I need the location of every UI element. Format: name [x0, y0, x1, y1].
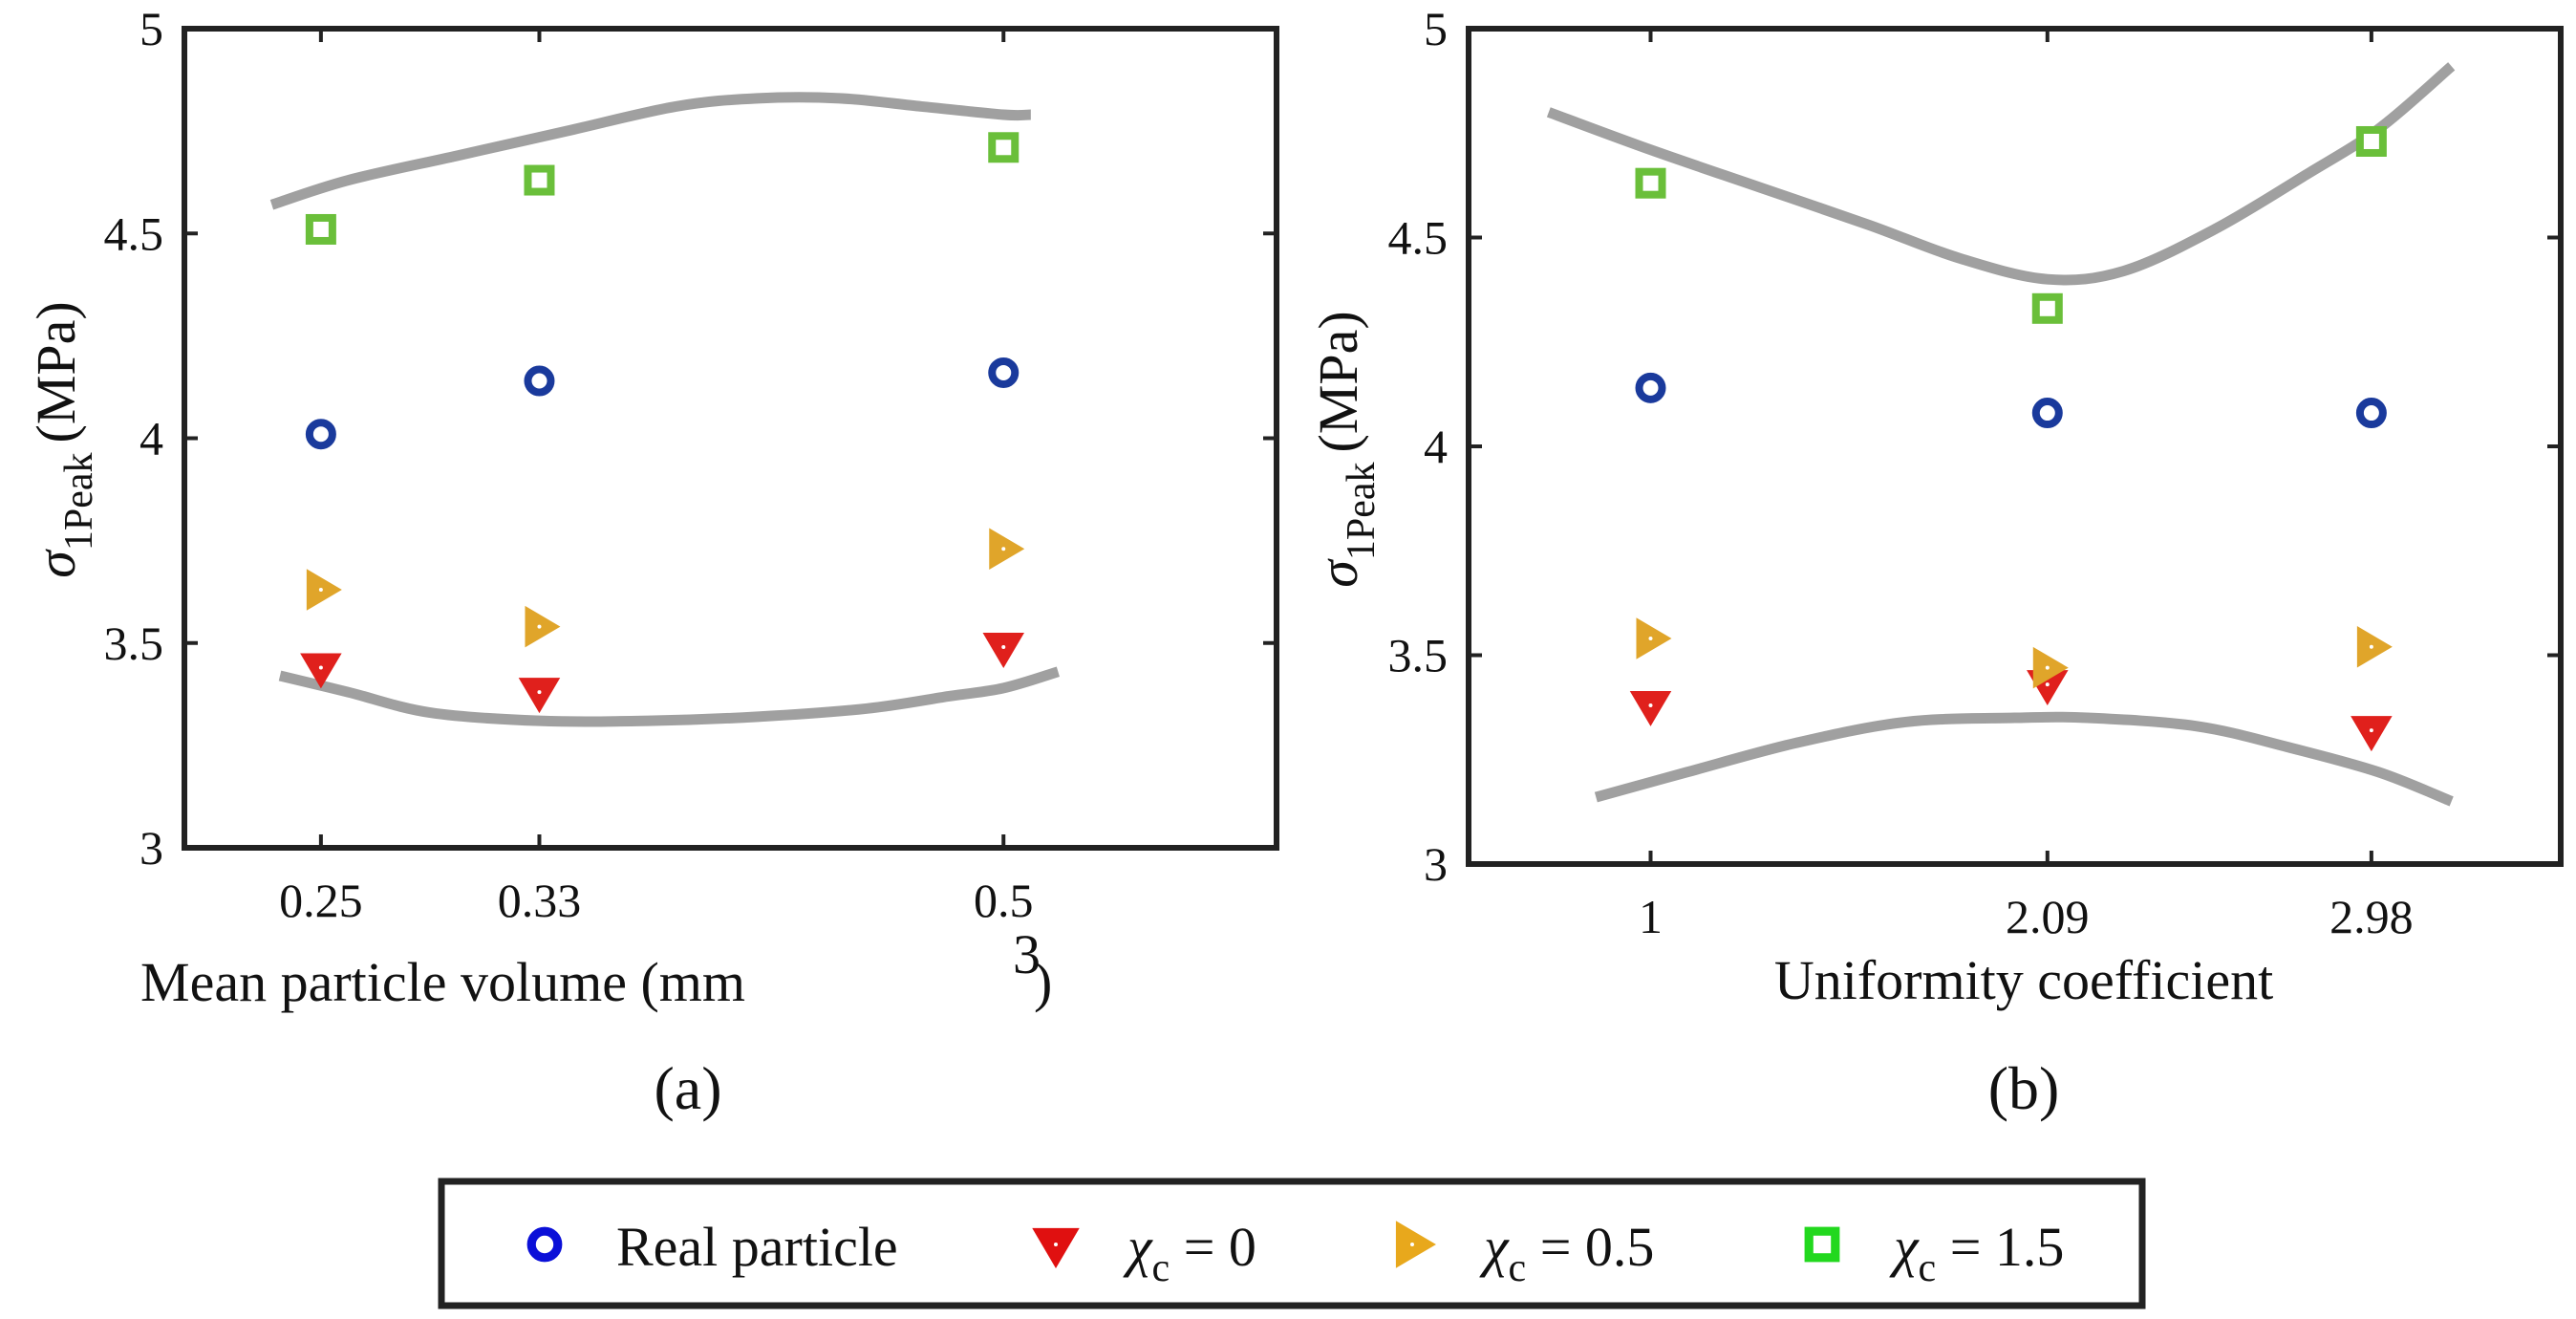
x-tick-label-b-0: 1	[1639, 890, 1663, 943]
point-b-x15-0	[1635, 167, 1666, 199]
point-a-real-0	[305, 419, 336, 450]
legend-label-x15: χc = 1.5	[1889, 1216, 2064, 1290]
legend-label-x0: χc = 0	[1123, 1216, 1256, 1290]
point-b-x0-0-center	[1648, 703, 1653, 707]
legend-marker-x0-center	[1054, 1243, 1058, 1246]
legend-marker-x05	[1395, 1221, 1436, 1268]
point-a-x05-1-center	[537, 624, 542, 629]
legend-label-real: Real particle	[616, 1216, 898, 1278]
x-tick-label-a-0: 0.25	[279, 874, 363, 927]
y-axis-label-b: σ1Peak(MPa)	[1307, 311, 1384, 587]
point-b-x05-1-center	[2045, 665, 2050, 670]
point-a-x0-1-center	[537, 690, 542, 695]
axes-frame-a	[182, 26, 1279, 851]
point-a-x15-2	[988, 132, 1020, 163]
point-b-x05-2-center	[2369, 644, 2373, 649]
point-a-x0-2	[982, 633, 1024, 669]
axes-frame-b	[1466, 26, 2564, 867]
trend-line-a-lower	[278, 666, 1061, 727]
trend-line-b-lower	[1594, 711, 2454, 807]
panel-b: 3 3.5 4 4.5 5 1 2.09 2.98 Uniformity coefficien…	[1307, 2, 2564, 1122]
svg-text:σ1Peak(MPa): σ1Peak(MPa)	[1307, 311, 1384, 587]
x-tick-label-b-2: 2.98	[2329, 890, 2414, 943]
panel-a: 3 3.5 4 4.5 5 0.25 0.33 0.5 Mean particle volum…	[25, 2, 1279, 1122]
svg-text:σ1Peak(MPa): σ1Peak(MPa)	[25, 301, 101, 577]
y-tick-label-b-4: 5	[1424, 2, 1448, 55]
point-b-x05-0	[1636, 617, 1672, 660]
y-tick-label-b-0: 3	[1424, 837, 1448, 891]
x-tick-label-a-2: 0.5	[974, 874, 1034, 927]
legend-item-x15: χc = 1.5	[1804, 1216, 2064, 1290]
x-axis-label-a: Mean particle volume (mm	[140, 951, 745, 1013]
y-tick-label-a-4: 5	[140, 2, 163, 55]
point-a-x05-0	[306, 569, 342, 611]
trend-line-b-upper	[1546, 62, 2456, 286]
point-a-x05-1	[525, 605, 561, 648]
legend-marker-real	[526, 1226, 563, 1263]
x-axis-label-b: Uniformity coefficient	[1774, 949, 2273, 1011]
panel-label-b: (b)	[1988, 1054, 2060, 1122]
legend-item-real: Real particle	[526, 1216, 898, 1278]
legend-item-x05: χc = 0.5	[1395, 1216, 1654, 1290]
y-tick-label-a-3: 4.5	[104, 206, 164, 260]
point-a-x15-0	[305, 213, 336, 245]
x-axis-label-a-close: )	[1034, 951, 1052, 1013]
point-a-real-2	[988, 357, 1020, 388]
y-tick-label-a-1: 3.5	[104, 616, 164, 670]
point-b-x15-2	[2355, 125, 2387, 157]
point-a-x15-1	[524, 164, 555, 196]
x-tick-label-a-1: 0.33	[498, 874, 582, 927]
x-axis-label-a-sup: 3	[1013, 923, 1041, 985]
legend-item-x0: χc = 0	[1032, 1216, 1256, 1290]
point-a-x0-1	[518, 678, 561, 714]
point-b-real-1	[2031, 398, 2063, 429]
point-a-x0-0	[300, 653, 342, 689]
point-b-x0-0	[1629, 690, 1672, 726]
point-b-x05-0-center	[1648, 637, 1653, 641]
point-a-x05-2	[989, 528, 1025, 570]
point-b-real-2	[2355, 398, 2387, 429]
legend-marker-x05-center	[1410, 1243, 1414, 1246]
point-a-x05-0-center	[318, 588, 323, 593]
point-b-x05-2	[2356, 626, 2393, 668]
point-b-x0-2-center	[2369, 728, 2373, 733]
legend: Real particle χc = 0 χc = 0.5 χc = 1.5	[438, 1178, 2146, 1309]
trend-line-a-upper	[269, 92, 1031, 210]
x-tick-label-b-1: 2.09	[2006, 890, 2090, 943]
point-b-x05-1	[2032, 646, 2069, 689]
legend-label-x05: χc = 0.5	[1479, 1216, 1654, 1290]
point-a-x05-2-center	[1001, 547, 1006, 551]
legend-marker-x0	[1032, 1227, 1080, 1268]
y-tick-label-b-3: 4.5	[1388, 211, 1449, 265]
y-axis-label-a: σ1Peak(MPa)	[25, 301, 101, 577]
y-tick-label-a-2: 4	[140, 412, 163, 465]
y-tick-label-b-1: 3.5	[1388, 629, 1449, 682]
legend-box	[438, 1178, 2146, 1309]
y-tick-label-a-0: 3	[140, 821, 163, 875]
point-a-real-1	[524, 365, 555, 397]
point-a-x0-2-center	[1001, 645, 1006, 650]
legend-marker-x15	[1804, 1226, 1840, 1263]
point-b-real-0	[1635, 372, 1666, 403]
point-a-x0-0-center	[318, 665, 323, 670]
panel-label-a: (a)	[654, 1054, 721, 1122]
point-b-x15-1	[2031, 292, 2063, 324]
point-b-x0-2	[2351, 716, 2393, 752]
y-tick-label-b-2: 4	[1424, 420, 1448, 473]
point-b-x0-1-center	[2045, 682, 2050, 687]
